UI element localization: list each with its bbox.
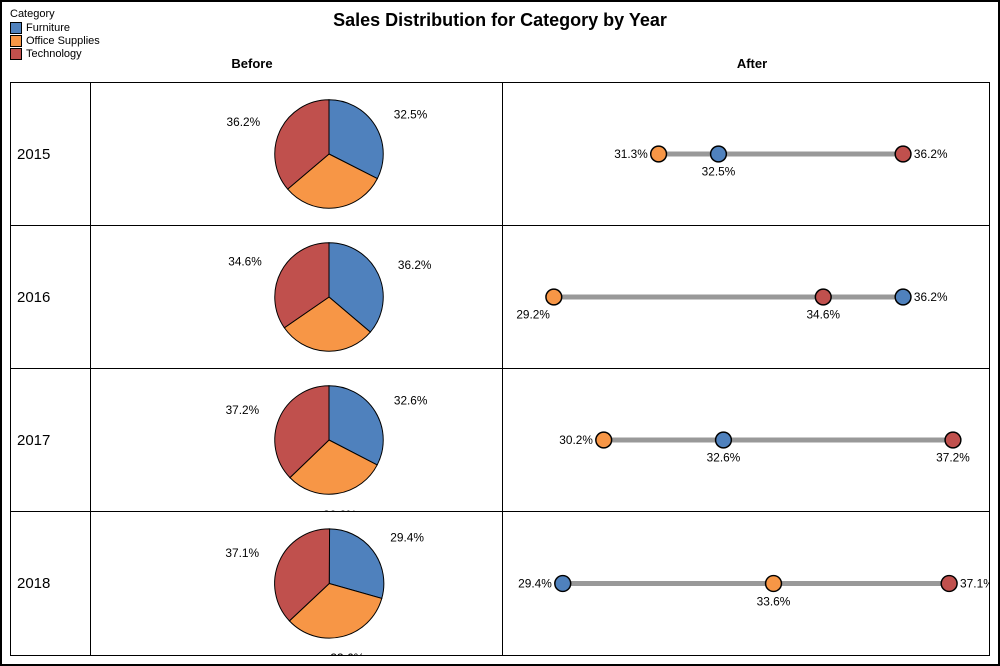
year-row: 2016 36.2% 29.2% 34.6% 36.2% 29.2% 34.6% <box>11 226 989 369</box>
dot-marker <box>555 576 571 592</box>
dot-label: 34.6% <box>806 308 840 322</box>
dot-label: 30.2% <box>559 433 593 447</box>
dot-cell: 32.5% 31.3% 36.2% <box>503 83 989 225</box>
pie-label: 36.2% <box>227 115 261 129</box>
dot-marker <box>945 432 961 448</box>
dot-plot: 32.5% 31.3% 36.2% <box>503 83 989 225</box>
dot-label: 37.2% <box>936 451 970 465</box>
column-headers: Before After <box>2 56 998 76</box>
legend-label: Furniture <box>26 22 70 34</box>
dot-label: 37.1% <box>960 576 989 590</box>
pie-cell: 36.2% 29.2% 34.6% <box>91 226 503 368</box>
legend-label: Office Supplies <box>26 35 100 47</box>
dot-cell: 29.4% 33.6% 37.1% <box>503 512 989 655</box>
dot-label: 32.5% <box>702 165 736 179</box>
year-row: 2015 32.5% 31.3% 36.2% 32.5% 31.3% 36.2% <box>11 83 989 226</box>
year-row: 2017 32.6% 30.2% 37.2% 32.6% 30.2% 37.2% <box>11 369 989 512</box>
dot-marker <box>815 289 831 305</box>
dot-label: 29.2% <box>516 308 550 322</box>
pie-label: 33.6% <box>330 651 364 655</box>
dot-marker <box>716 432 732 448</box>
year-label: 2017 <box>11 369 91 511</box>
legend-swatch <box>10 22 22 34</box>
pie-chart: 36.2% 29.2% 34.6% <box>91 226 502 368</box>
pie-label: 34.6% <box>228 255 262 269</box>
dot-plot: 29.4% 33.6% 37.1% <box>503 512 989 655</box>
pie-label: 29.2% <box>308 366 342 368</box>
dot-cell: 32.6% 30.2% 37.2% <box>503 369 989 511</box>
legend: Category FurnitureOffice SuppliesTechnol… <box>10 8 100 61</box>
pie-label: 36.2% <box>398 258 432 272</box>
dot-plot: 32.6% 30.2% 37.2% <box>503 369 989 511</box>
col-header-before: Before <box>2 56 502 71</box>
pie-cell: 29.4% 33.6% 37.1% <box>91 512 503 655</box>
pie-chart: 29.4% 33.6% 37.1% <box>91 512 502 655</box>
pie-label: 32.5% <box>394 107 428 121</box>
dot-label: 33.6% <box>757 594 791 608</box>
dot-marker <box>711 146 727 162</box>
dot-label: 31.3% <box>614 147 648 161</box>
dot-label: 36.2% <box>914 290 948 304</box>
pie-label: 37.2% <box>226 403 260 417</box>
legend-item: Furniture <box>10 22 100 34</box>
pie-label: 29.4% <box>390 530 424 544</box>
pie-label: 30.2% <box>323 508 357 511</box>
legend-item: Office Supplies <box>10 35 100 47</box>
dot-marker <box>895 146 911 162</box>
pie-cell: 32.5% 31.3% 36.2% <box>91 83 503 225</box>
pie-label: 32.6% <box>394 393 428 407</box>
dot-label: 32.6% <box>707 451 741 465</box>
dot-label: 29.4% <box>518 576 552 590</box>
pie-label: 37.1% <box>225 546 259 560</box>
year-label: 2016 <box>11 226 91 368</box>
year-row: 2018 29.4% 33.6% 37.1% 29.4% 33.6% 37.1% <box>11 512 989 655</box>
legend-title: Category <box>10 8 100 20</box>
dot-cell: 36.2% 29.2% 34.6% <box>503 226 989 368</box>
dot-marker <box>766 576 782 592</box>
dot-label: 36.2% <box>914 147 948 161</box>
dot-marker <box>651 146 667 162</box>
pie-chart: 32.5% 31.3% 36.2% <box>91 83 502 225</box>
pie-chart: 32.6% 30.2% 37.2% <box>91 369 502 511</box>
dot-marker <box>546 289 562 305</box>
chart-grid: 201532.5%31.3%36.2%32.5%31.3%36.2%201636… <box>10 82 990 656</box>
dot-marker <box>895 289 911 305</box>
legend-swatch <box>10 35 22 47</box>
col-header-after: After <box>502 56 1000 71</box>
chart-container: Sales Distribution for Category by Year … <box>0 0 1000 666</box>
chart-title: Sales Distribution for Category by Year <box>2 10 998 31</box>
dot-marker <box>941 576 957 592</box>
pie-cell: 32.6% 30.2% 37.2% <box>91 369 503 511</box>
pie-label: 31.3% <box>321 222 355 225</box>
dot-plot: 36.2% 29.2% 34.6% <box>503 226 989 368</box>
dot-marker <box>596 432 612 448</box>
year-label: 2018 <box>11 512 91 655</box>
year-label: 2015 <box>11 83 91 225</box>
